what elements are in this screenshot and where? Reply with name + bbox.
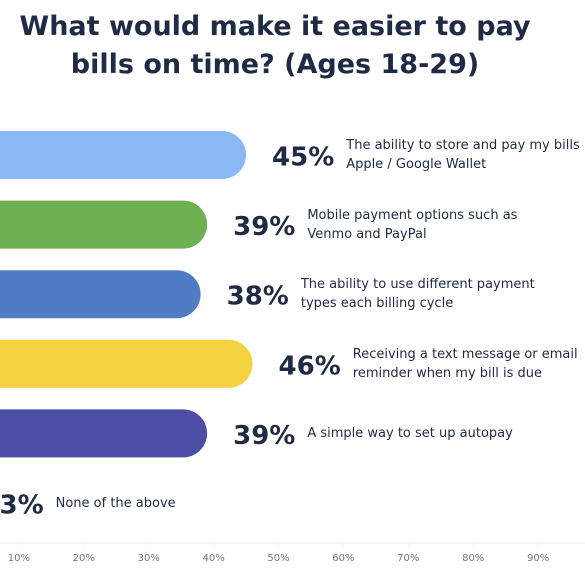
x-tick-label: 90% [527,553,549,564]
x-tick-label: 70% [397,553,419,564]
x-tick-label: 80% [462,553,484,564]
category-box: Receiving a text message or email remind… [352,346,578,381]
value-label: 3% [0,491,44,521]
x-tick-label: 60% [332,553,354,564]
x-tick-label: 40% [202,553,224,564]
category-label: A simple way to set up autopay [307,425,513,441]
value-label: 39% [233,212,295,242]
value-label: 45% [272,143,334,173]
bar [0,200,208,249]
x-tick-label: 10% [8,553,30,564]
value-label: 46% [279,351,341,381]
category-label: The ability to store and pay my bills in… [346,138,585,172]
x-tick-label: 30% [138,553,160,564]
x-tick-label: 20% [73,553,95,564]
category-label: Mobile payment options such as Venmo and… [307,207,518,242]
category-box: Mobile payment options such as Venmo and… [307,207,518,242]
value-label: 38% [227,282,289,312]
category-box: A simple way to set up autopay [307,425,513,441]
category-box: None of the above [55,495,176,511]
bar [0,131,247,179]
category-label: None of the above [55,495,176,511]
x-tick-label: 50% [267,553,289,564]
category-box: The ability to use different payment typ… [300,277,535,312]
title-box: What would make it easier to pay bills o… [19,11,531,80]
category-label: Receiving a text message or email remind… [352,346,578,381]
bar [0,270,201,319]
value-label: 39% [233,421,295,451]
bar [0,409,208,458]
category-box: The ability to store and pay my bills in… [346,138,585,172]
chart-title: What would make it easier to pay bills o… [19,11,531,80]
bar [0,339,253,388]
category-label: The ability to use different payment typ… [300,277,535,312]
